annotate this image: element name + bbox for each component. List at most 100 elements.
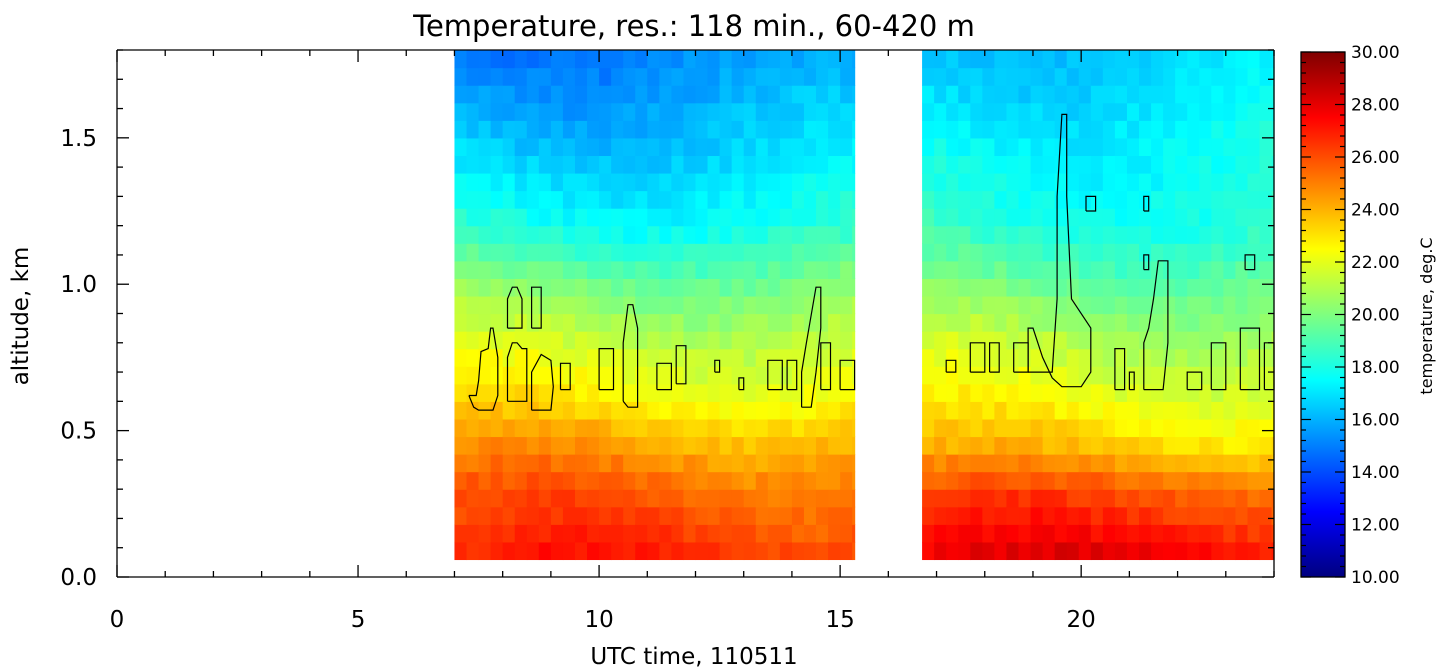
heatmap-cell	[659, 172, 672, 192]
heatmap-cell	[695, 383, 709, 402]
heatmap-cell	[695, 418, 709, 438]
heatmap-cell	[1151, 208, 1164, 227]
heatmap-cell	[647, 243, 660, 262]
heatmap-cell	[659, 454, 672, 473]
heatmap-cell	[803, 295, 817, 315]
heatmap-cell	[791, 225, 805, 244]
heatmap-cell	[671, 190, 685, 209]
heatmap-cell	[1102, 313, 1116, 332]
heatmap-cell	[1078, 50, 1092, 69]
heatmap-cell	[478, 366, 492, 385]
heatmap-cell	[1223, 102, 1237, 121]
heatmap-cell	[803, 383, 817, 402]
heatmap-cell	[683, 67, 697, 86]
heatmap-cell	[478, 225, 492, 244]
heatmap-cell	[574, 102, 588, 121]
heatmap-cell	[514, 471, 528, 490]
heatmap-cell	[635, 208, 648, 227]
heatmap-cell	[611, 67, 624, 86]
heatmap-cell	[1163, 102, 1176, 121]
heatmap-cell	[731, 454, 745, 473]
heatmap-cell	[1090, 102, 1104, 121]
heatmap-cell	[526, 471, 540, 490]
heatmap-cell	[958, 383, 971, 402]
heatmap-cell	[719, 190, 733, 209]
heatmap-cell	[852, 260, 856, 279]
heatmap-cell	[683, 85, 697, 104]
heatmap-cell	[1139, 401, 1152, 420]
heatmap-cell	[562, 295, 576, 315]
heatmap-cell	[514, 85, 528, 104]
heatmap-cell	[1090, 331, 1104, 350]
heatmap-cell	[1078, 243, 1092, 262]
heatmap-cell	[803, 454, 817, 473]
heatmap-cell	[659, 331, 672, 350]
heatmap-cell	[1126, 541, 1140, 561]
heatmap-cell	[958, 120, 971, 139]
heatmap-cell	[970, 541, 983, 561]
heatmap-cell	[466, 190, 480, 209]
heatmap-cell	[1271, 225, 1275, 244]
heatmap-cell	[1163, 155, 1176, 174]
heatmap-cell	[1175, 260, 1188, 279]
heatmap-cell	[803, 278, 817, 297]
heatmap-cell	[791, 260, 805, 279]
heatmap-cell	[587, 489, 600, 508]
heatmap-cell	[767, 436, 781, 455]
heatmap-cell	[466, 541, 480, 561]
contour-line	[1186, 371, 1203, 391]
heatmap-cell	[599, 85, 612, 104]
heatmap-cell	[1259, 137, 1273, 156]
heatmap-cell	[743, 436, 757, 455]
heatmap-cell	[647, 208, 660, 227]
heatmap-cell	[1066, 489, 1080, 508]
heatmap-cell	[791, 418, 805, 438]
heatmap-cell	[695, 225, 709, 244]
heatmap-cell	[1102, 278, 1116, 297]
heatmap-cell	[743, 50, 757, 69]
heatmap-cell	[454, 208, 468, 227]
heatmap-cell	[731, 506, 745, 525]
heatmap-cell	[958, 67, 971, 86]
heatmap-cell	[1259, 208, 1273, 227]
heatmap-cell	[1066, 331, 1080, 350]
heatmap-cell	[1126, 120, 1140, 139]
heatmap-cell	[635, 366, 648, 385]
heatmap-cell	[574, 225, 588, 244]
heatmap-cell	[1090, 208, 1104, 227]
heatmap-cell	[994, 190, 1008, 209]
heatmap-cell	[1054, 67, 1068, 86]
heatmap-cell	[1139, 541, 1152, 561]
heatmap-cell	[454, 383, 468, 402]
heatmap-cell	[683, 366, 697, 385]
heatmap-cell	[1199, 401, 1212, 420]
heatmap-cell	[490, 366, 504, 385]
heatmap-cell	[526, 524, 540, 543]
contour-line	[506, 286, 523, 329]
heatmap-cell	[1078, 506, 1092, 525]
heatmap-cell	[1054, 155, 1068, 174]
heatmap-cell	[1042, 454, 1056, 473]
heatmap-cell	[1042, 295, 1056, 315]
heatmap-cell	[623, 260, 636, 279]
heatmap-cell	[526, 383, 540, 402]
heatmap-cell	[1163, 172, 1176, 192]
heatmap-cell	[994, 489, 1008, 508]
heatmap-cell	[1114, 190, 1128, 209]
heatmap-cell	[1078, 102, 1092, 121]
heatmap-cell	[828, 489, 841, 508]
heatmap-cell	[1114, 260, 1128, 279]
heatmap-cell	[1078, 524, 1092, 543]
heatmap-cell	[695, 243, 709, 262]
heatmap-cell	[538, 208, 552, 227]
heatmap-cell	[1271, 120, 1275, 139]
heatmap-cell	[994, 208, 1008, 227]
heatmap-cell	[1175, 436, 1188, 455]
heatmap-cell	[779, 260, 793, 279]
heatmap-cell	[743, 454, 757, 473]
heatmap-cell	[779, 524, 793, 543]
heatmap-cell	[635, 524, 648, 543]
heatmap-cell	[587, 155, 600, 174]
y-tick-label: 0.0	[60, 565, 97, 591]
heatmap-cell	[1090, 471, 1104, 490]
